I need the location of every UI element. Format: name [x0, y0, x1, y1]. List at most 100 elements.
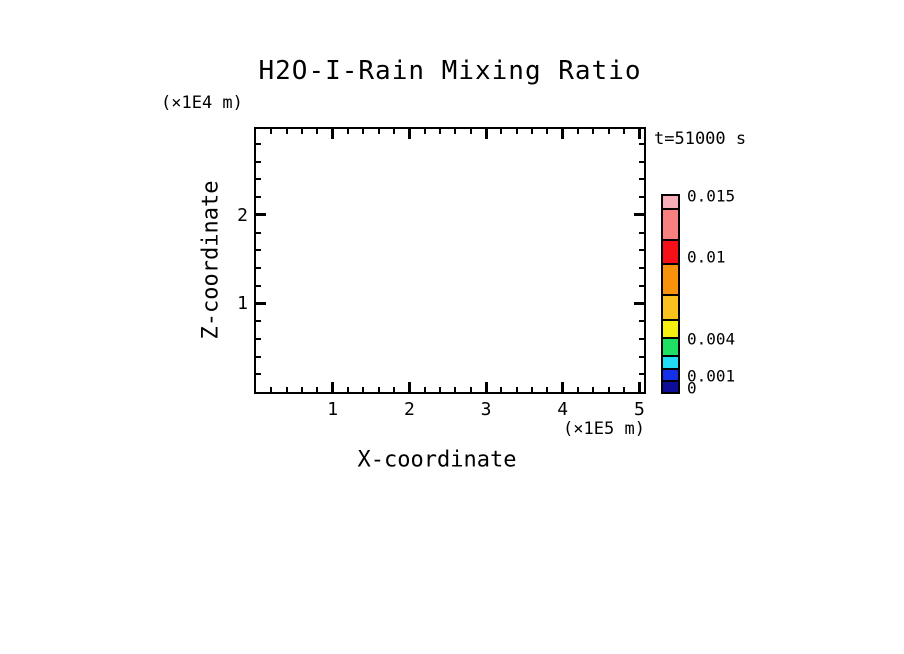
- x-minor-tick: [577, 387, 580, 392]
- x-minor-tick: [439, 129, 442, 134]
- x-minor-tick: [301, 387, 303, 392]
- x-minor-tick: [301, 129, 303, 134]
- z-minor-tick: [639, 373, 644, 376]
- x-major-tick: [561, 129, 565, 139]
- x-major-tick: [637, 382, 641, 392]
- x-minor-tick: [592, 129, 595, 134]
- z-minor-tick: [639, 160, 644, 163]
- z-minor-tick: [256, 196, 261, 199]
- z-major-tick: [634, 213, 644, 217]
- plot-frame: [254, 127, 646, 394]
- x-minor-tick: [500, 387, 503, 392]
- time-annotation: t=51000 s: [654, 129, 747, 149]
- chart-title: H2O-I-Rain Mixing Ratio: [258, 56, 642, 86]
- x-minor-tick: [377, 387, 380, 392]
- x-minor-tick: [623, 387, 626, 392]
- x-minor-tick: [393, 387, 396, 392]
- x-minor-tick: [531, 129, 534, 134]
- x-minor-tick: [469, 387, 472, 392]
- colorbar-segment: [663, 208, 678, 239]
- x-minor-tick: [347, 387, 350, 392]
- x-minor-tick: [577, 129, 580, 134]
- colorbar-segment: [663, 318, 678, 337]
- z-minor-tick: [639, 231, 644, 234]
- z-minor-tick: [256, 160, 261, 163]
- z-minor-tick: [256, 337, 261, 340]
- x-tick-label: 3: [480, 399, 492, 420]
- colorbar-segment: [663, 238, 678, 264]
- z-major-tick: [634, 301, 644, 305]
- x-major-tick: [407, 382, 411, 392]
- colorbar-tick-labels: 0.015 0.01 0.004 0.001 0: [687, 186, 777, 398]
- x-minor-tick: [469, 129, 472, 134]
- x-minor-tick: [285, 129, 288, 134]
- x-minor-tick: [316, 129, 319, 134]
- x-minor-tick: [592, 387, 595, 392]
- x-major-tick: [484, 129, 488, 139]
- colorbar-segment: [663, 263, 678, 294]
- colorbar-segment: [663, 367, 678, 380]
- x-major-tick: [331, 129, 335, 139]
- colorbar-label: 0.004: [687, 329, 736, 349]
- colorbar-segment: [663, 379, 678, 392]
- x-major-tick: [484, 382, 488, 392]
- x-major-tick: [637, 129, 641, 139]
- x-minor-tick: [531, 387, 534, 392]
- x-major-tick: [331, 382, 335, 392]
- colorbar-segment: [663, 196, 678, 209]
- colorbar-segment: [663, 336, 678, 356]
- z-tick-label: 2: [237, 204, 248, 226]
- x-major-tick: [407, 129, 411, 139]
- x-minor-tick: [423, 129, 426, 134]
- x-tick-label: 1: [327, 399, 339, 420]
- x-minor-tick: [515, 387, 518, 392]
- z-minor-tick: [256, 143, 261, 146]
- x-minor-tick: [423, 387, 426, 392]
- colorbar-segment: [663, 294, 678, 319]
- colorbar-label: 0: [687, 378, 697, 398]
- x-minor-tick: [439, 387, 442, 392]
- z-major-tick: [256, 213, 266, 217]
- x-minor-tick: [607, 129, 610, 134]
- x-minor-tick: [377, 129, 380, 134]
- z-major-tick: [256, 301, 266, 305]
- x-minor-tick: [270, 387, 273, 392]
- z-minor-tick: [639, 143, 644, 146]
- colorbar-segment: [663, 355, 678, 368]
- z-axis-units-label: (×1E4 m): [161, 93, 243, 113]
- z-minor-tick: [256, 284, 261, 287]
- z-minor-tick: [256, 373, 261, 376]
- z-minor-tick: [256, 355, 261, 358]
- x-tick-label: 5: [633, 399, 645, 420]
- z-minor-tick: [639, 320, 644, 323]
- z-minor-tick: [256, 178, 261, 181]
- x-minor-tick: [607, 387, 610, 392]
- x-axis-units-label: (×1E5 m): [563, 419, 645, 439]
- x-tick-label: 2: [403, 399, 415, 420]
- colorbar-label: 0.01: [687, 247, 726, 267]
- x-minor-tick: [454, 387, 457, 392]
- x-minor-tick: [546, 387, 549, 392]
- x-minor-tick: [285, 387, 288, 392]
- z-minor-tick: [639, 267, 644, 270]
- z-minor-tick: [256, 231, 261, 234]
- x-minor-tick: [515, 129, 518, 134]
- x-tick-label: 4: [557, 399, 569, 420]
- x-minor-tick: [393, 129, 396, 134]
- x-minor-tick: [270, 129, 273, 134]
- z-minor-tick: [256, 320, 261, 323]
- z-minor-tick: [639, 284, 644, 287]
- x-minor-tick: [454, 129, 457, 134]
- x-minor-tick: [500, 129, 503, 134]
- x-minor-tick: [623, 129, 626, 134]
- x-major-tick: [561, 382, 565, 392]
- x-minor-tick: [347, 129, 350, 134]
- z-minor-tick: [639, 355, 644, 358]
- x-minor-tick: [362, 129, 365, 134]
- x-axis-title: X-coordinate: [357, 447, 517, 473]
- colorbar-label: 0.015: [687, 186, 736, 206]
- z-minor-tick: [256, 249, 261, 252]
- colorbar-label: 0.001: [687, 366, 736, 386]
- x-minor-tick: [362, 387, 365, 392]
